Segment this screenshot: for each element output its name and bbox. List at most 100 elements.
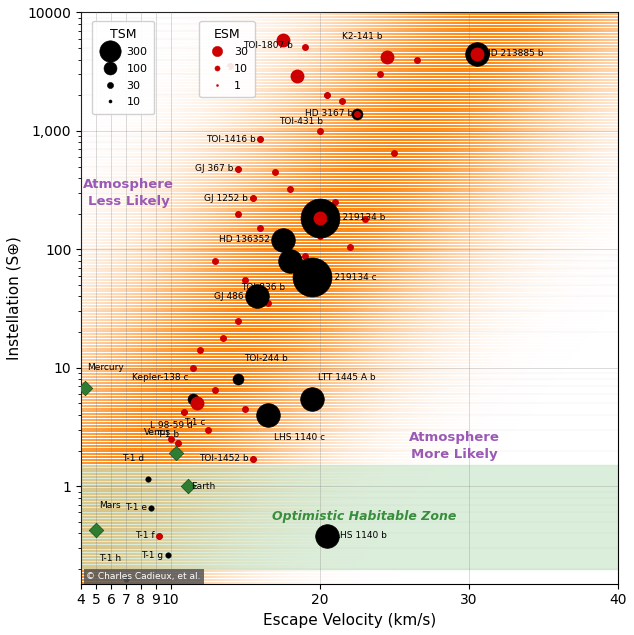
Point: [285, 256, 295, 266]
Point: [262, 410, 273, 420]
Text: Atmosphere
More Likely: Atmosphere More Likely: [409, 431, 500, 460]
Point: [162, 551, 172, 561]
Point: [292, 71, 302, 81]
Point: [382, 52, 392, 62]
Text: Mars: Mars: [99, 501, 120, 510]
Point: [171, 448, 181, 458]
Point: [80, 384, 90, 394]
Point: [193, 398, 203, 408]
Point: [179, 407, 189, 417]
Point: [315, 231, 325, 241]
Point: [240, 404, 250, 414]
Text: L 98-59 d: L 98-59 d: [150, 421, 193, 430]
Text: TOI-431 b: TOI-431 b: [279, 117, 323, 126]
Point: [252, 291, 262, 302]
Text: TOI-1416 b: TOI-1416 b: [206, 135, 256, 144]
Point: [210, 385, 221, 395]
Point: [472, 48, 482, 58]
Point: [255, 224, 265, 234]
Text: Optimistic Habitable Zone: Optimistic Habitable Zone: [273, 511, 457, 523]
Point: [278, 36, 288, 46]
Text: LTT 1445 A b: LTT 1445 A b: [318, 373, 376, 382]
Point: [330, 197, 340, 207]
Point: [183, 481, 193, 491]
Point: [300, 42, 310, 52]
Point: [233, 208, 243, 218]
Text: T-1 d: T-1 d: [122, 454, 144, 463]
Legend: 30, 10, 1: 30, 10, 1: [200, 21, 255, 97]
Text: LHS 1140 b: LHS 1140 b: [335, 531, 387, 540]
Text: TOI-1452 b: TOI-1452 b: [198, 455, 249, 464]
Point: [153, 531, 164, 541]
Point: [248, 454, 258, 464]
Text: GJ 486 b: GJ 486 b: [214, 292, 253, 301]
Point: [248, 193, 258, 203]
Point: [322, 90, 332, 100]
Text: Earth: Earth: [191, 482, 216, 491]
Point: [278, 235, 288, 245]
Point: [382, 52, 392, 62]
Point: [91, 525, 101, 535]
Point: [225, 62, 235, 72]
Point: [411, 55, 422, 65]
Point: [248, 454, 258, 464]
Point: [203, 425, 213, 435]
Point: [270, 167, 280, 177]
Point: [345, 242, 355, 252]
Point: [233, 374, 243, 384]
Point: [307, 272, 318, 283]
Point: [389, 148, 399, 158]
Point: [315, 213, 325, 223]
Point: [210, 256, 221, 266]
Point: [285, 184, 295, 194]
Point: [255, 134, 265, 144]
Text: T-1 b: T-1 b: [157, 430, 179, 439]
Text: T-1 f: T-1 f: [134, 531, 154, 540]
Y-axis label: Instellation (S⊕): Instellation (S⊕): [7, 236, 22, 360]
Point: [165, 434, 176, 444]
Point: [248, 193, 258, 203]
Point: [240, 275, 250, 285]
Point: [179, 407, 189, 417]
Point: [292, 71, 302, 81]
Point: [143, 474, 153, 485]
Text: TOI-1807 b: TOI-1807 b: [243, 41, 293, 50]
Point: [352, 109, 362, 119]
Point: [300, 251, 310, 261]
Point: [352, 109, 362, 119]
Point: [173, 438, 183, 448]
Text: K2-141 b: K2-141 b: [342, 32, 382, 41]
Bar: [81, 569, 618, 584]
Point: [322, 531, 332, 541]
Point: [322, 90, 332, 100]
Point: [121, 574, 131, 584]
Bar: [81, 465, 618, 569]
Text: GJ 367 b: GJ 367 b: [195, 164, 233, 173]
Point: [315, 213, 325, 223]
Text: HD 219134 c: HD 219134 c: [318, 273, 377, 282]
Text: Kepler-138 c: Kepler-138 c: [132, 373, 188, 382]
Text: Mercury: Mercury: [87, 363, 124, 372]
Point: [255, 134, 265, 144]
Point: [188, 394, 198, 404]
Point: [307, 394, 318, 404]
Point: [195, 345, 205, 356]
Text: HD 136352 b: HD 136352 b: [219, 236, 278, 244]
Text: T-1 e: T-1 e: [125, 503, 146, 512]
Point: [233, 316, 243, 326]
Text: TOI-836 b: TOI-836 b: [242, 283, 285, 291]
Text: T-1 h: T-1 h: [100, 554, 121, 563]
Text: HD 3167 b: HD 3167 b: [304, 109, 353, 118]
Point: [315, 126, 325, 136]
Text: © Charles Cadieux, et al.: © Charles Cadieux, et al.: [86, 572, 201, 581]
Text: T-1 g: T-1 g: [141, 551, 163, 560]
Point: [359, 214, 370, 224]
Text: TOI-244 b: TOI-244 b: [243, 354, 287, 363]
Text: Venus: Venus: [145, 427, 172, 436]
Text: T-1 c: T-1 c: [184, 418, 205, 427]
Point: [188, 363, 198, 373]
Point: [375, 69, 385, 79]
X-axis label: Escape Velocity (km/s): Escape Velocity (km/s): [263, 613, 436, 628]
Text: LHS 1140 c: LHS 1140 c: [274, 432, 325, 441]
Point: [153, 531, 164, 541]
